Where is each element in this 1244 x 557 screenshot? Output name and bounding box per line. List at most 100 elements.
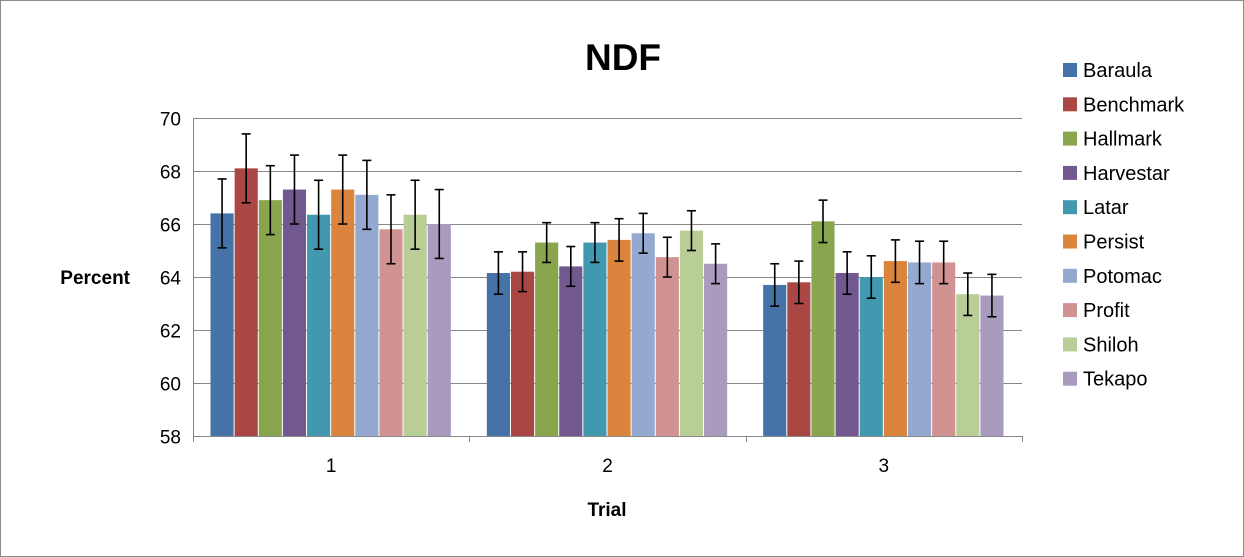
y-axis-title: Percent <box>60 268 130 289</box>
legend-swatch <box>1063 200 1077 215</box>
y-tick-label: 66 <box>160 216 181 237</box>
y-tick-labels: 58 60 62 64 66 68 70 <box>160 110 182 449</box>
y-tick-label: 58 <box>160 428 181 449</box>
legend-label: Profit <box>1083 300 1130 322</box>
x-tick-labels: 1 2 3 <box>326 456 889 477</box>
error-bar-tekapo-trial-3 <box>987 273 997 318</box>
legend-swatch <box>1063 234 1077 249</box>
y-tick-label: 62 <box>160 322 181 343</box>
legend-swatch <box>1063 268 1077 283</box>
bar-tekapo-trial-1 <box>427 224 451 436</box>
error-bar-hallmark-trial-3 <box>818 199 828 244</box>
bar-harvestar-trial-3 <box>835 273 859 436</box>
error-bar-shiloh-trial-2 <box>686 209 696 252</box>
bar-baraula-trial-2 <box>486 273 510 436</box>
bar-persist-trial-3 <box>883 261 907 436</box>
bar-hallmark-trial-2 <box>535 242 559 436</box>
error-bar-shiloh-trial-3 <box>963 272 973 317</box>
error-bar-tekapo-trial-1 <box>434 188 444 260</box>
bar-benchmark-trial-2 <box>510 271 535 436</box>
bar-latar-trial-3 <box>859 277 883 436</box>
error-bar-persist-trial-3 <box>890 239 900 284</box>
error-bar-benchmark-trial-1 <box>241 133 251 204</box>
error-bars <box>217 133 997 318</box>
legend-item-shiloh: Shiloh <box>1063 334 1139 356</box>
y-tick-label: 60 <box>160 375 181 396</box>
bar-benchmark-trial-1 <box>234 168 258 436</box>
legend-swatch <box>1063 131 1077 146</box>
error-bar-latar-trial-1 <box>314 179 324 250</box>
legend-swatch <box>1063 165 1077 180</box>
bar-tekapo-trial-3 <box>980 295 1004 436</box>
legend-item-profit: Profit <box>1063 300 1130 322</box>
error-bar-persist-trial-2 <box>614 217 624 262</box>
bar-potomac-trial-3 <box>907 262 932 436</box>
error-bar-harvestar-trial-3 <box>842 251 852 296</box>
legend-swatch <box>1063 97 1077 112</box>
bar-profit-trial-1 <box>379 229 403 436</box>
bar-harvestar-trial-2 <box>559 266 583 436</box>
legend-swatch <box>1063 337 1077 352</box>
bar-hallmark-trial-3 <box>811 221 835 436</box>
bar-profit-trial-3 <box>932 262 956 436</box>
error-bar-potomac-trial-2 <box>638 212 648 254</box>
bar-latar-trial-1 <box>307 214 331 436</box>
error-bar-profit-trial-3 <box>939 240 949 285</box>
bar-shiloh-trial-2 <box>679 230 704 437</box>
legend-item-persist: Persist <box>1063 232 1145 254</box>
legend-label: Harvestar <box>1083 163 1170 185</box>
legend-swatch <box>1063 303 1077 318</box>
bar-benchmark-trial-3 <box>787 282 811 436</box>
y-tick-label: 70 <box>160 110 181 131</box>
bar-potomac-trial-1 <box>355 194 379 436</box>
bar-persist-trial-1 <box>331 189 355 436</box>
legend-label: Hallmark <box>1083 129 1163 151</box>
error-bar-tekapo-trial-2 <box>711 243 721 285</box>
x-axis-title: Trial <box>587 500 626 521</box>
legend-item-harvestar: Harvestar <box>1063 163 1170 185</box>
bar-shiloh-trial-3 <box>956 294 980 436</box>
legend-item-tekapo: Tekapo <box>1063 369 1148 391</box>
legend-item-baraula: Baraula <box>1063 60 1153 82</box>
error-bar-benchmark-trial-3 <box>794 260 804 305</box>
bar-harvestar-trial-1 <box>282 189 307 436</box>
legend-item-benchmark: Benchmark <box>1063 94 1185 116</box>
bar-baraula-trial-1 <box>210 213 234 436</box>
error-bar-hallmark-trial-2 <box>542 221 552 264</box>
error-bar-potomac-trial-1 <box>362 159 372 231</box>
legend-item-hallmark: Hallmark <box>1063 129 1163 151</box>
error-bar-profit-trial-2 <box>662 236 672 278</box>
error-bar-profit-trial-1 <box>386 194 396 265</box>
bar-baraula-trial-3 <box>763 284 787 436</box>
legend-label: Potomac <box>1083 266 1162 288</box>
legend-swatch <box>1063 371 1077 386</box>
legend-label: Tekapo <box>1083 369 1148 391</box>
legend: Baraula Benchmark Hallmark Harvestar Latar Pe… <box>1063 60 1185 391</box>
bar-shiloh-trial-1 <box>403 214 427 436</box>
axes <box>193 118 1023 442</box>
legend-item-potomac: Potomac <box>1063 266 1162 288</box>
legend-label: Baraula <box>1083 60 1153 82</box>
error-bar-baraula-trial-2 <box>493 251 503 296</box>
error-bar-baraula-trial-3 <box>770 262 780 307</box>
bar-latar-trial-2 <box>583 242 607 436</box>
bar-persist-trial-2 <box>607 239 631 436</box>
error-bar-persist-trial-1 <box>338 154 348 225</box>
error-bar-shiloh-trial-1 <box>410 179 420 250</box>
y-tick-label: 64 <box>160 269 182 290</box>
legend-label: Latar <box>1083 197 1129 219</box>
error-bar-baraula-trial-1 <box>217 178 227 249</box>
error-bar-hallmark-trial-1 <box>265 164 275 236</box>
error-bar-latar-trial-2 <box>590 221 600 264</box>
chart-title: NDF <box>585 37 661 78</box>
bar-hallmark-trial-1 <box>258 200 282 436</box>
error-bar-latar-trial-3 <box>866 255 876 300</box>
legend-label: Shiloh <box>1083 334 1139 356</box>
bar-profit-trial-2 <box>655 257 679 437</box>
error-bar-benchmark-trial-2 <box>518 251 528 293</box>
x-tick-label: 1 <box>326 456 337 477</box>
error-bar-harvestar-trial-1 <box>289 154 299 225</box>
legend-label: Benchmark <box>1083 94 1185 116</box>
